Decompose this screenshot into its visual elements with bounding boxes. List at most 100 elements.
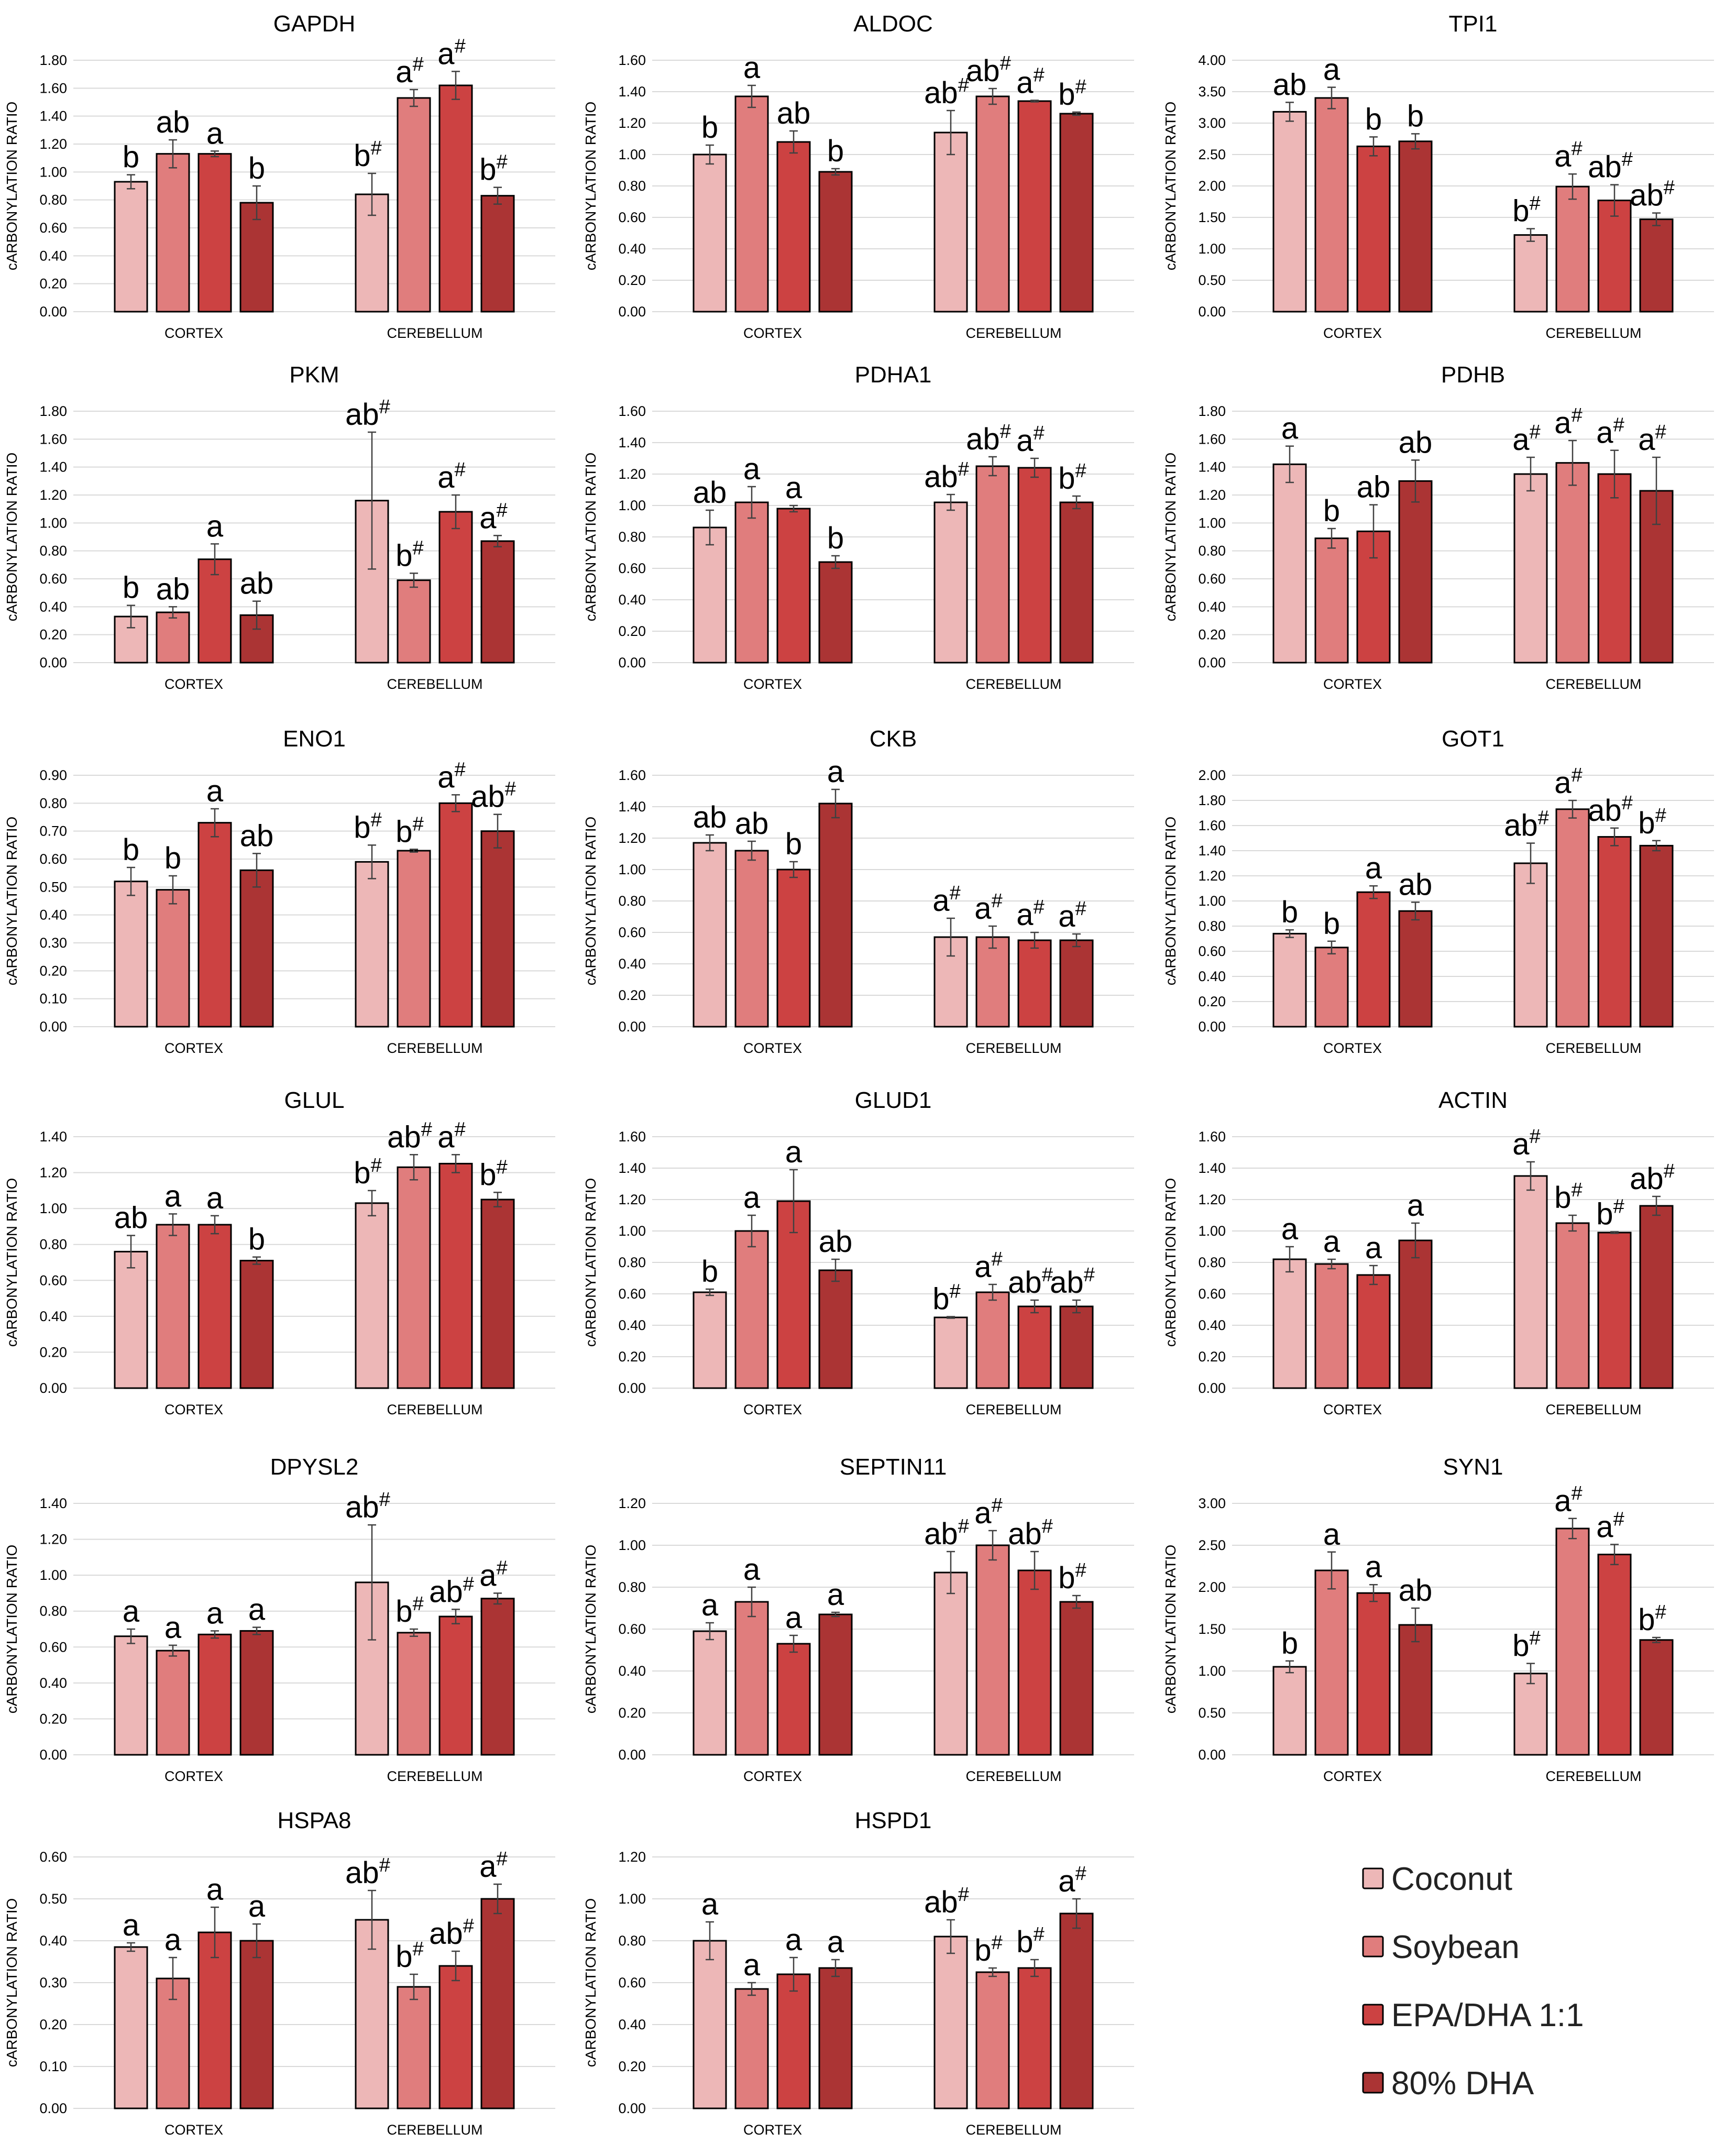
chart-panel-hspa8: HSPA8 cARBONYLATION RATIO 0.00 0.10 0.20 0.30… <box>4 1808 555 2138</box>
bar <box>776 868 811 1028</box>
y-axis-label-aldoc: cARBONYLATION RATIO <box>583 102 599 271</box>
y-tick-label: 1.00 <box>618 862 646 877</box>
x-category-label: CORTEX <box>743 2122 802 2138</box>
bar <box>239 1630 274 1756</box>
y-tick-label: 0.50 <box>39 879 67 895</box>
legend-label-80-dha: 80% DHA <box>1391 2065 1534 2102</box>
y-tick-label: 0.80 <box>618 1255 646 1270</box>
significance-label: a# <box>974 1248 1002 1284</box>
significance-label: b# <box>354 809 381 844</box>
bar <box>156 1650 190 1756</box>
bar <box>1017 939 1052 1028</box>
y-tick-label: 1.20 <box>618 466 646 482</box>
bar <box>1314 97 1349 313</box>
bar <box>776 141 811 313</box>
significance-label: b# <box>1596 1196 1624 1232</box>
bar <box>114 1250 148 1389</box>
bar <box>1555 1222 1590 1389</box>
y-tick-label: 1.40 <box>618 1160 646 1176</box>
bar <box>1597 473 1632 664</box>
y-axis-label-pkm: cARBONYLATION RATIO <box>4 453 20 622</box>
bar <box>355 1202 389 1389</box>
y-tick-label: 0.00 <box>39 1747 67 1763</box>
chart-panel-syn1: SYN1 cARBONYLATION RATIO 0.00 0.50 1.00 1.50 2… <box>1162 1454 1714 1784</box>
y-tick-label: 1.00 <box>618 1891 646 1907</box>
y-tick-label: 0.80 <box>618 1579 646 1595</box>
significance-label: a <box>1323 1518 1341 1552</box>
y-axis-label-glud1: cARBONYLATION RATIO <box>583 1178 599 1347</box>
bar <box>1513 1175 1548 1389</box>
significance-label: b# <box>395 537 423 573</box>
significance-label: a <box>164 1179 182 1213</box>
bar <box>1597 200 1632 313</box>
bar <box>438 84 473 313</box>
y-tick-label: 1.60 <box>1198 431 1226 447</box>
significance-label: a# <box>1016 422 1044 458</box>
y-tick-label: 1.00 <box>39 164 67 180</box>
bar <box>1059 113 1094 313</box>
bar <box>114 1946 148 2109</box>
significance-label: b <box>701 111 718 145</box>
significance-label: ab <box>1399 867 1433 901</box>
significance-label: a <box>827 755 844 789</box>
bar <box>114 881 148 1028</box>
bar <box>114 1635 148 1756</box>
y-tick-label: 0.20 <box>618 2059 646 2074</box>
y-tick-label: 1.60 <box>39 80 67 96</box>
x-category-label: CEREBELLUM <box>387 2122 482 2138</box>
bar <box>693 1630 727 1756</box>
x-category-label: CEREBELLUM <box>965 325 1061 341</box>
y-axis-label-pdhb: cARBONYLATION RATIO <box>1162 453 1179 622</box>
y-tick-label: 0.40 <box>39 1675 67 1691</box>
y-tick-label: 0.10 <box>39 2059 67 2074</box>
significance-label: b# <box>354 137 381 173</box>
bar <box>975 95 1010 313</box>
y-tick-label: 1.50 <box>1198 210 1226 225</box>
significance-label: b <box>1407 99 1424 133</box>
y-tick-label: 0.20 <box>39 627 67 643</box>
x-category-label: CORTEX <box>743 676 802 692</box>
y-tick-label: 2.50 <box>1198 1537 1226 1553</box>
y-tick-label: 0.40 <box>618 1317 646 1333</box>
bar <box>397 1632 431 1756</box>
y-tick-label: 1.00 <box>1198 893 1226 909</box>
bar <box>933 1316 968 1389</box>
y-tick-label: 0.40 <box>618 2017 646 2032</box>
bar <box>397 579 431 664</box>
x-category-label: CEREBELLUM <box>1545 1768 1641 1784</box>
significance-label: a# <box>1058 898 1086 933</box>
y-tick-label: 0.40 <box>39 1309 67 1324</box>
y-tick-label: 1.00 <box>1198 1663 1226 1679</box>
y-tick-label: 1.60 <box>618 1129 646 1145</box>
significance-label: b# <box>1016 1923 1044 1959</box>
y-tick-label: 0.80 <box>618 1933 646 1949</box>
chart-title-actin: ACTIN <box>1438 1087 1508 1113</box>
chart-panel-pdha1: PDHA1 cARBONYLATION RATIO 0.00 0.20 0.40 0.60… <box>583 362 1134 692</box>
significance-label: a# <box>1016 896 1044 932</box>
chart-title-aldoc: ALDOC <box>853 11 933 37</box>
significance-label: ab# <box>1008 1515 1053 1551</box>
bar <box>480 540 515 664</box>
bar <box>1314 537 1349 664</box>
bar <box>480 195 515 313</box>
significance-label: ab <box>693 476 727 510</box>
bar <box>156 1224 190 1389</box>
x-category-label: CEREBELLUM <box>965 1402 1061 1417</box>
y-axis-label-hspa8: cARBONYLATION RATIO <box>4 1898 20 2068</box>
y-tick-label: 0.20 <box>618 623 646 639</box>
y-tick-label: 0.10 <box>39 991 67 1007</box>
x-category-label: CEREBELLUM <box>387 1040 482 1056</box>
bar <box>1398 140 1433 313</box>
y-tick-label: 0.60 <box>618 1975 646 1991</box>
y-tick-label: 0.60 <box>39 851 67 867</box>
y-tick-label: 1.00 <box>39 1567 67 1583</box>
significance-label: ab# <box>429 1915 474 1951</box>
x-category-label: CORTEX <box>164 325 223 341</box>
bar <box>776 1973 811 2109</box>
chart-title-syn1: SYN1 <box>1443 1454 1503 1480</box>
significance-label: b# <box>932 1281 960 1316</box>
bar <box>693 842 727 1028</box>
chart-panel-pdhb: PDHB cARBONYLATION RATIO 0.00 0.20 0.40 0.60 0… <box>1162 362 1714 692</box>
significance-label: a <box>164 1611 182 1645</box>
y-tick-label: 0.20 <box>39 963 67 978</box>
